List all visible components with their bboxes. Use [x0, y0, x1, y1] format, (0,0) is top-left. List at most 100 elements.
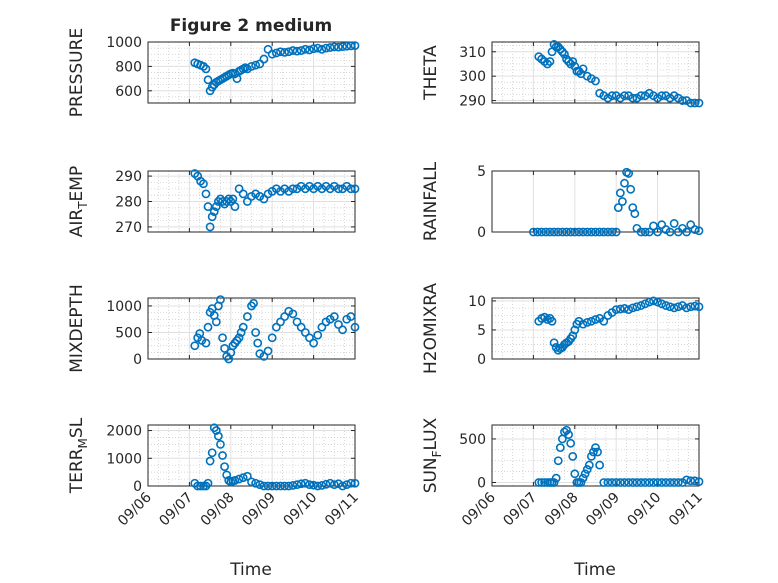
data-point: [620, 91, 629, 101]
data-point: [267, 333, 277, 343]
data-point: [292, 480, 302, 490]
data-point: [300, 44, 310, 54]
data-point: [220, 462, 229, 471]
data-point: [305, 480, 314, 490]
data-point: [636, 478, 646, 487]
data-point: [220, 343, 229, 353]
y-tick-label: 2000: [106, 424, 142, 440]
data-point: [234, 333, 244, 343]
data-point: [251, 60, 261, 70]
data-point: [234, 474, 244, 484]
y-tick-label: 500: [115, 325, 142, 341]
data-point: [586, 227, 596, 237]
data-point: [628, 93, 638, 103]
data-point: [644, 478, 654, 487]
data-point: [586, 316, 596, 326]
data-point: [620, 478, 629, 487]
data-point: [582, 227, 592, 237]
data-point: [242, 312, 252, 321]
plot-area: [492, 171, 699, 232]
data-point: [599, 478, 609, 487]
data-point: [593, 447, 602, 457]
data-point: [636, 91, 646, 101]
data-point: [334, 184, 343, 194]
data-point: [545, 57, 555, 66]
data-point: [615, 188, 625, 198]
data-point: [582, 465, 592, 474]
data-point: [591, 315, 600, 324]
data-point: [251, 328, 261, 337]
data-point: [611, 478, 621, 487]
data-point: [615, 304, 625, 314]
data-point: [607, 478, 617, 487]
data-point: [259, 351, 269, 361]
data-point: [694, 226, 704, 236]
data-point: [615, 478, 625, 487]
data-point: [338, 42, 347, 52]
data-point: [230, 476, 240, 485]
data-point: [346, 312, 356, 321]
data-point: [549, 227, 559, 237]
data-point: [673, 478, 683, 487]
data-point: [529, 227, 538, 237]
y-tick-label: 310: [459, 45, 486, 61]
data-point: [644, 227, 654, 237]
x-axis-label-right: Time: [573, 560, 616, 580]
data-point: [334, 42, 343, 52]
data-point: [203, 478, 213, 488]
data-point: [586, 451, 596, 461]
subplot-rainfall: 0 5 RAINFALL: [421, 161, 704, 241]
data-point: [649, 478, 658, 487]
data-point: [329, 312, 339, 321]
data-point: [686, 476, 696, 486]
subplot-h2omixra: 0 5 10 H2OMIXRA: [421, 283, 704, 374]
y-tick-label: 270: [115, 220, 142, 236]
data-point: [218, 451, 227, 460]
data-point: [564, 430, 573, 439]
data-point: [193, 481, 203, 491]
data-point: [591, 76, 600, 86]
data-point: [611, 305, 621, 315]
data-point: [649, 221, 658, 231]
data-point: [686, 98, 696, 108]
data-point: [350, 478, 360, 488]
data-point: [329, 480, 339, 490]
data-point: [236, 328, 246, 337]
y-tick-label: 1000: [106, 299, 142, 315]
data-point: [228, 194, 238, 204]
data-point: [199, 62, 208, 71]
data-point: [595, 460, 605, 470]
data-point: [653, 478, 662, 487]
y-axis-label: MIXDEPTH: [67, 284, 87, 373]
y-tick-label: 0: [133, 479, 142, 495]
data-point: [682, 475, 691, 485]
y-axis-label: RAINFALL: [421, 161, 441, 241]
y-tick-label: 290: [115, 169, 142, 185]
data-point: [211, 426, 221, 435]
data-point: [551, 473, 561, 483]
data-point: [628, 478, 638, 487]
data-point: [207, 448, 217, 458]
data-point: [284, 481, 294, 491]
data-point: [636, 301, 646, 310]
data-point: [288, 481, 298, 490]
data-point: [325, 43, 335, 52]
data-point: [199, 179, 208, 189]
data-point: [557, 227, 567, 237]
subplot-theta: 290 300 310 THETA: [421, 40, 704, 110]
data-point: [626, 184, 636, 194]
data-point: [346, 478, 356, 488]
data-point: [555, 443, 565, 453]
data-point: [350, 41, 360, 51]
y-tick-label: 600: [115, 84, 142, 100]
data-point: [321, 479, 331, 489]
data-point: [203, 322, 213, 332]
data-point: [611, 227, 621, 237]
data-point: [213, 431, 223, 441]
data-point: [644, 297, 654, 307]
data-point: [624, 169, 634, 178]
data-point: [673, 302, 683, 312]
data-point: [292, 46, 302, 56]
data-point: [190, 341, 200, 351]
axes-box: [491, 424, 700, 487]
